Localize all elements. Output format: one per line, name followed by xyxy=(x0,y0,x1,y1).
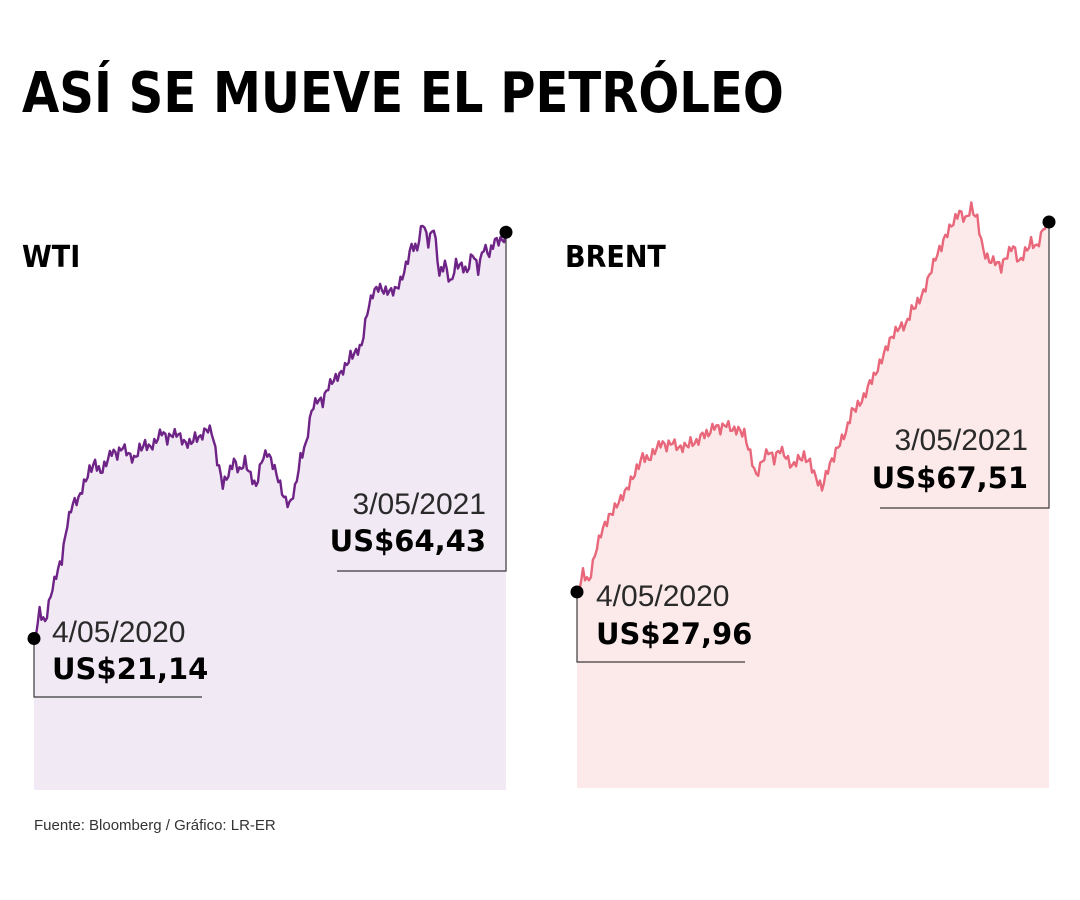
brent-end-leader xyxy=(880,221,1050,509)
brent-area xyxy=(577,202,1049,788)
wti-start-price: US$21,14 xyxy=(52,652,208,686)
brent-line xyxy=(576,201,1051,594)
wti-area xyxy=(34,226,506,790)
brent-chart: 4/05/2020 US$27,96 3/05/2021 US$67,51 xyxy=(570,201,1056,788)
wti-end-leader xyxy=(337,232,507,572)
brent-start-price: US$27,96 xyxy=(596,617,752,651)
wti-start-leader xyxy=(33,638,202,698)
source-note: Fuente: Bloomberg / Gráfico: LR-ER xyxy=(34,817,276,834)
brent-start-leader xyxy=(576,591,745,663)
brent-start-marker xyxy=(570,585,584,599)
wti-end-date: 3/05/2021 xyxy=(353,488,486,521)
brent-end-date: 3/05/2021 xyxy=(895,424,1028,457)
wti-end-price: US$64,43 xyxy=(330,524,486,558)
brent-start-date: 4/05/2020 xyxy=(596,580,729,613)
brent-end-price: US$67,51 xyxy=(872,461,1028,495)
wti-chart-title: WTI xyxy=(22,240,81,275)
wti-line xyxy=(33,224,508,640)
wti-end-marker xyxy=(499,225,513,239)
wti-start-date: 4/05/2020 xyxy=(52,616,185,649)
page-title: ASÍ SE MUEVE EL PETRÓLEO xyxy=(22,61,784,126)
brent-chart-title: BRENT xyxy=(565,240,666,275)
wti-start-marker xyxy=(27,632,41,646)
brent-end-marker xyxy=(1042,215,1056,229)
